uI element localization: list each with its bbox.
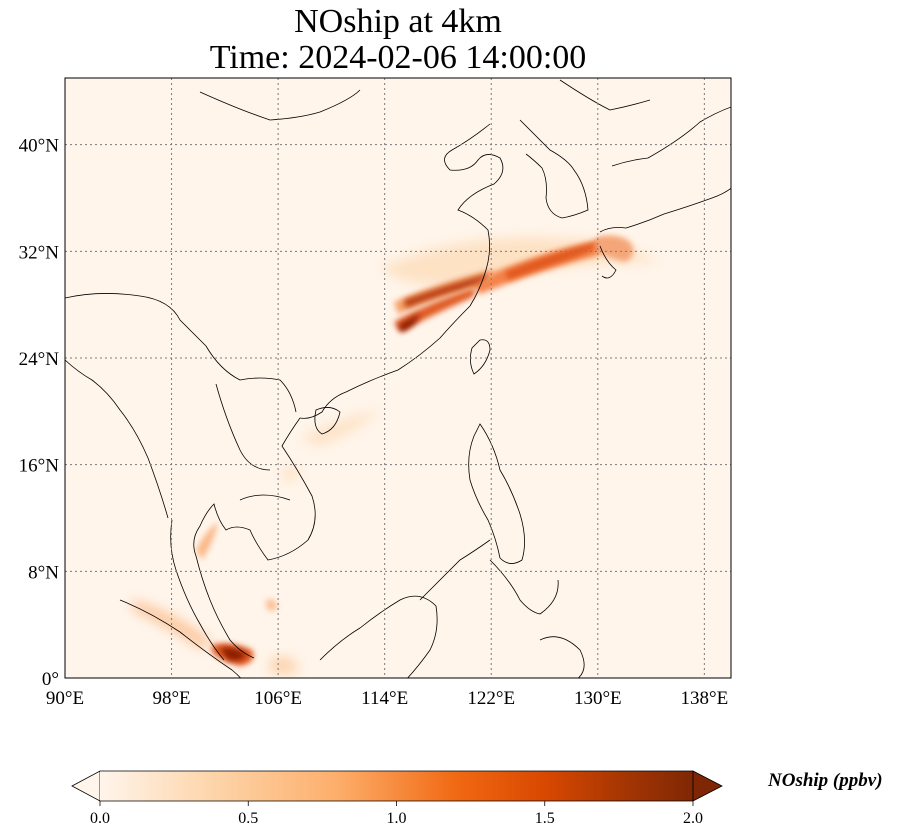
lat-tick-label: 16°N [19, 456, 60, 477]
colorbar: 0.0 0.5 1.0 1.5 2.0 [71, 770, 723, 827]
latitude-labels: 0° 8°N 16°N 24°N 32°N 40°N [19, 136, 60, 690]
lon-tick-label: 138°E [681, 688, 729, 709]
lon-tick-label: 130°E [574, 688, 622, 709]
lat-tick-label: 40°N [19, 136, 60, 157]
colorbar-min-extension [71, 770, 101, 802]
lat-tick-label: 32°N [19, 242, 60, 263]
lon-tick-label: 90°E [46, 688, 84, 709]
concentration-field [132, 235, 660, 675]
colorbar-max-extension [692, 770, 723, 802]
map-time: Time: 2024-02-06 14:00:00 [209, 39, 587, 76]
colorbar-tick-label: 2.0 [683, 810, 703, 827]
colorbar-tick-label: 0.5 [238, 810, 258, 827]
colorbar-tick-label: 0.0 [90, 810, 110, 827]
colorbar-gradient [100, 771, 693, 801]
longitude-labels: 90°E 98°E 106°E 114°E 122°E 130°E 138°E [46, 688, 728, 709]
lon-tick-label: 106°E [254, 688, 302, 709]
gridlines [65, 78, 731, 678]
lon-tick-label: 122°E [467, 688, 515, 709]
colorbar-label: NOship (ppbv) [768, 770, 883, 791]
lat-tick-label: 0° [42, 669, 59, 690]
colorbar-tick-label: 1.5 [535, 810, 555, 827]
coastlines [65, 79, 731, 678]
lat-tick-label: 8°N [28, 562, 59, 583]
lon-tick-label: 114°E [361, 688, 408, 709]
lon-tick-label: 98°E [152, 688, 190, 709]
colorbar-ticks: 0.0 0.5 1.0 1.5 2.0 [90, 801, 703, 827]
map-frame [64, 77, 732, 679]
map-background [65, 78, 731, 678]
colorbar-tick-label: 1.0 [387, 810, 407, 827]
lat-tick-label: 24°N [19, 349, 60, 370]
map-title: NOship at 4km [294, 3, 502, 40]
